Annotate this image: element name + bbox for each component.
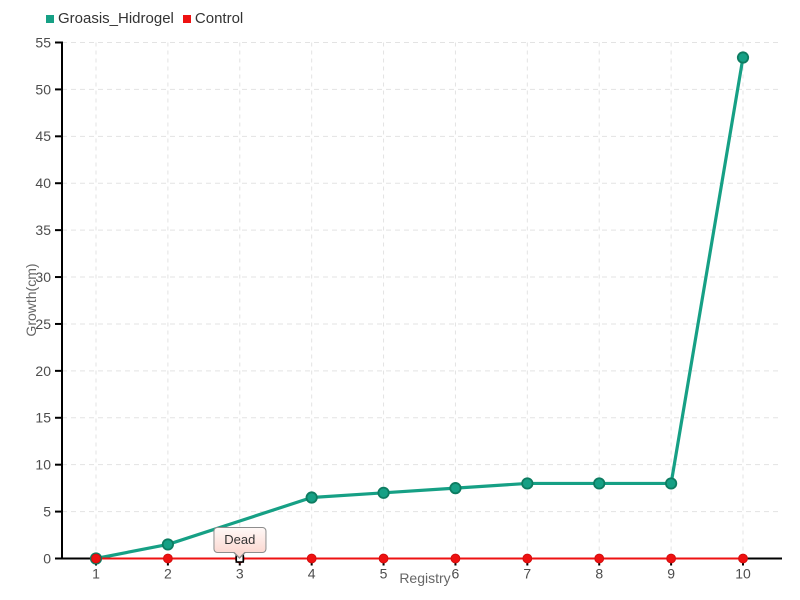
legend-label: Groasis_Hidrogel: [58, 10, 174, 27]
legend-item-groasis-hidrogel[interactable]: Groasis_Hidrogel: [46, 11, 174, 27]
y-axis-title: Growth(cm): [23, 263, 39, 336]
x-axis-tick-label: 8: [595, 566, 603, 582]
data-point-control[interactable]: [522, 553, 533, 564]
y-axis-tick-label: 40: [35, 175, 51, 191]
y-axis-tick-label: 5: [43, 503, 51, 519]
data-point-control[interactable]: [450, 553, 461, 564]
data-point-control[interactable]: [666, 553, 677, 564]
x-axis-tick-label: 4: [308, 566, 316, 582]
x-axis-tick-label: 6: [452, 566, 460, 582]
data-point-groasis-hidrogel[interactable]: [665, 477, 678, 490]
data-point-control[interactable]: [738, 553, 748, 564]
data-point-groasis-hidrogel[interactable]: [377, 486, 390, 499]
y-axis-tick-label: 10: [35, 457, 51, 473]
x-axis-tick-label: 3: [236, 566, 244, 582]
series-line-groasis-hidrogel: [94, 55, 745, 561]
y-axis-tick-label: 30: [35, 269, 51, 285]
data-point-groasis-hidrogel[interactable]: [161, 538, 174, 551]
data-point-groasis-hidrogel[interactable]: [593, 477, 606, 490]
data-point-groasis-hidrogel[interactable]: [736, 51, 750, 64]
data-point-control[interactable]: [594, 553, 605, 564]
x-axis-tick-label: 1: [92, 566, 100, 582]
y-axis-tick-label: 0: [43, 550, 51, 566]
y-axis-tick-label: 25: [35, 316, 51, 332]
x-axis-tick-label: 2: [164, 566, 172, 582]
tooltip: Dead: [213, 526, 267, 553]
x-axis-title: Registry: [399, 570, 450, 586]
data-point-control[interactable]: [306, 553, 317, 564]
y-axis-tick-label: 20: [35, 363, 51, 379]
data-point-control[interactable]: [91, 553, 101, 564]
x-axis-tick-label: 7: [523, 566, 531, 582]
y-axis-tick-label: 55: [35, 34, 51, 50]
legend: Groasis_Hidrogel Control: [46, 11, 243, 27]
legend-swatch-icon: [182, 15, 191, 23]
x-axis-tick-label: 5: [380, 566, 388, 582]
data-point-groasis-hidrogel[interactable]: [449, 482, 462, 495]
data-point-groasis-hidrogel[interactable]: [305, 491, 318, 504]
y-axis-tick-label: 50: [35, 81, 51, 97]
data-point-groasis-hidrogel[interactable]: [521, 477, 534, 490]
legend-label: Control: [194, 10, 244, 27]
data-point-control[interactable]: [162, 553, 173, 564]
tooltip-text: Dead: [224, 531, 256, 547]
x-axis-tick-label: 10: [735, 566, 751, 582]
legend-swatch-icon: [46, 15, 54, 23]
legend-item-control[interactable]: Control: [182, 10, 244, 27]
x-axis-tick-label: 9: [667, 566, 675, 582]
y-axis-tick-label: 35: [35, 222, 51, 238]
y-axis-tick-label: 45: [35, 128, 51, 144]
data-point-control[interactable]: [378, 553, 389, 564]
y-axis-tick-label: 15: [35, 410, 51, 426]
